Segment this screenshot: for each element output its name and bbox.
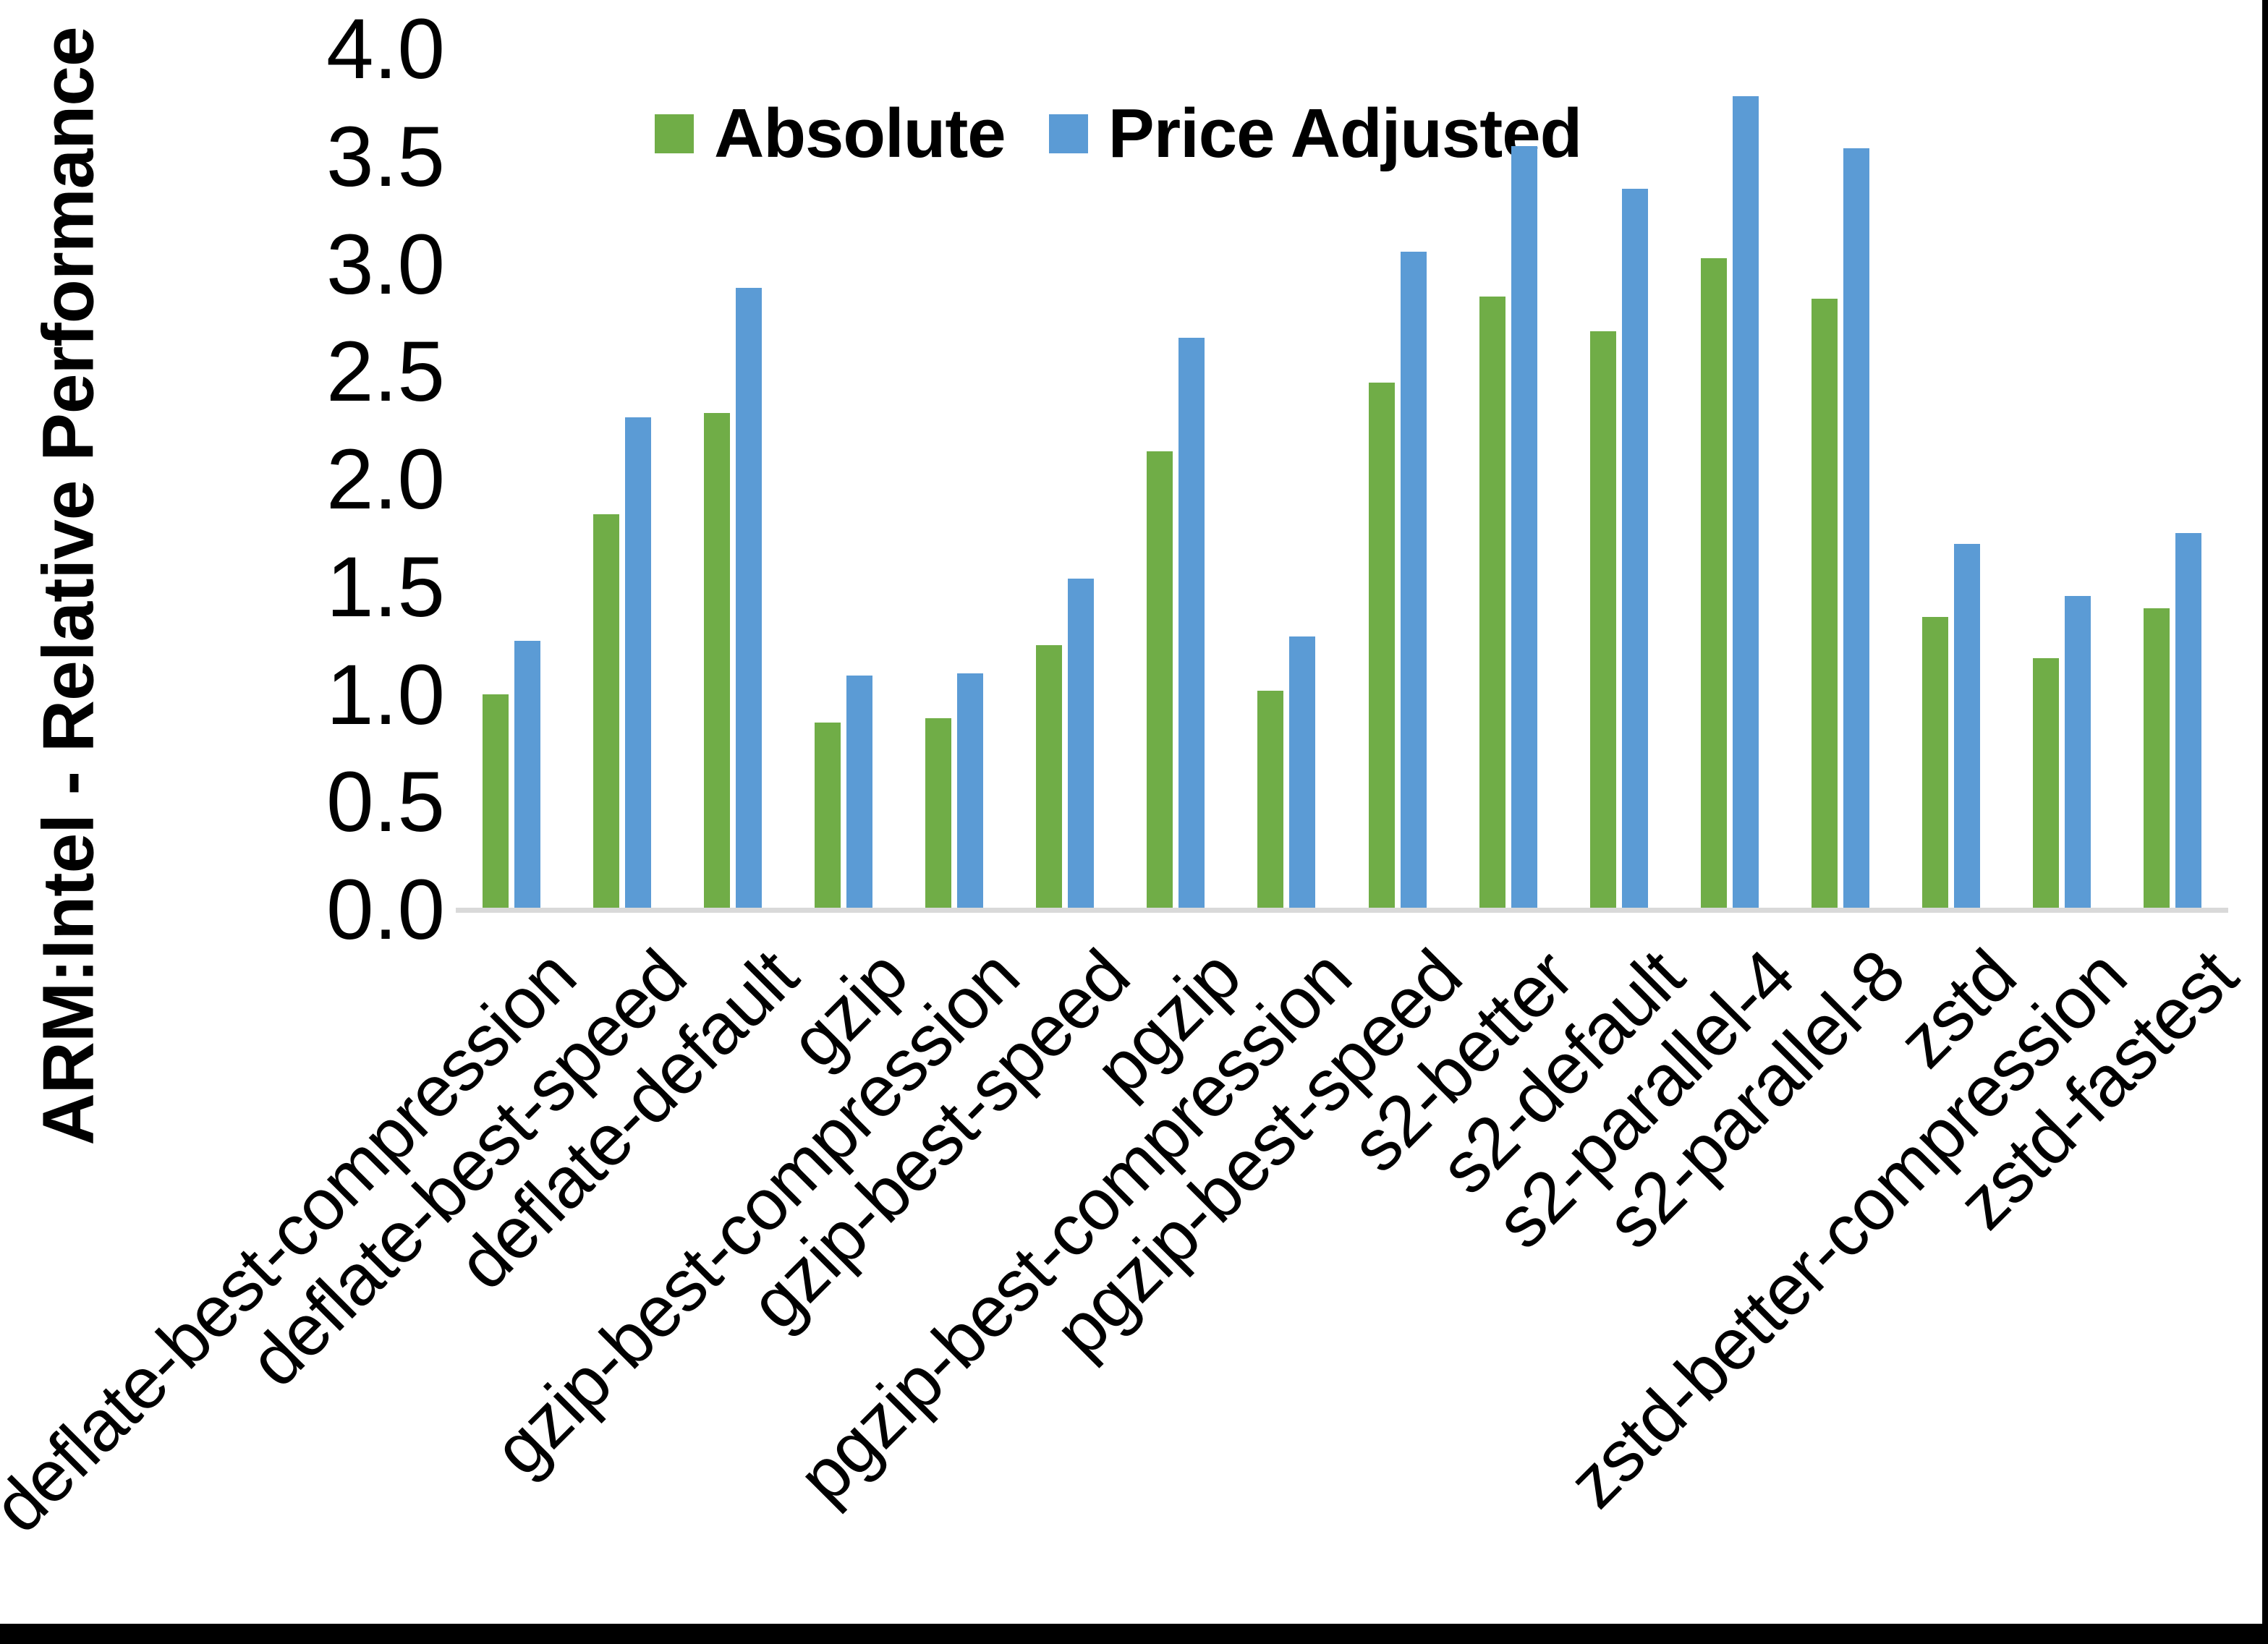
y-tick-label-4.0: 4.0 [326,1,445,97]
bar-absolute-zstd-fastest [2144,608,2170,910]
bar-price-adjusted-pgzip-best-speed [1401,252,1427,910]
bar-absolute-s2-better [1479,297,1505,910]
window-border-right [2262,0,2268,1644]
bar-price-adjusted-zstd [1954,544,1980,910]
y-tick-label-2.0: 2.0 [326,432,445,527]
bar-absolute-pgzip-best-compression [1257,691,1283,910]
bar-price-adjusted-deflate-best-compression [514,641,540,910]
y-axis-title: ARM:Intel - Relative Performance [27,26,109,1146]
bar-absolute-deflate-default [704,413,730,910]
x-axis-line [456,908,2228,913]
bar-price-adjusted-gzip-best-compression [957,673,983,910]
legend: Absolute Price Adjusted [655,94,1583,174]
legend-swatch-absolute-icon [655,114,694,153]
bar-price-adjusted-deflate-default [736,288,762,910]
bar-price-adjusted-zstd-better-compression [2065,596,2091,910]
legend-swatch-price-adjusted-icon [1048,114,1088,153]
bar-price-adjusted-gzip-best-speed [1068,579,1094,910]
bar-price-adjusted-zstd-fastest [2175,533,2201,910]
bar-absolute-zstd-better-compression [2033,658,2059,910]
bar-absolute-s2-default [1590,331,1616,910]
y-tick-label-0.5: 0.5 [326,754,445,851]
bar-absolute-pgzip-best-speed [1369,383,1395,910]
bar-absolute-gzip-best-compression [925,718,951,910]
y-tick-label-2.5: 2.5 [326,324,445,420]
bar-price-adjusted-s2-parallel-4 [1733,96,1759,910]
bar-price-adjusted-pgzip [1178,338,1205,910]
bar-price-adjusted-s2-parallel-8 [1843,148,1869,910]
bar-price-adjusted-pgzip-best-compression [1289,636,1315,910]
bar-price-adjusted-s2-default [1622,189,1648,910]
legend-entry-price-adjusted: Price Adjusted [1048,94,1583,174]
legend-label-price-adjusted: Price Adjusted [1108,95,1583,172]
bar-absolute-deflate-best-speed [593,514,619,910]
bar-absolute-deflate-best-compression [483,694,509,910]
window-border-bottom [0,1624,2268,1644]
bar-absolute-s2-parallel-8 [1812,299,1838,910]
bar-price-adjusted-gzip [846,676,872,910]
y-tick-label-3.5: 3.5 [326,108,445,205]
y-tick-label-1.5: 1.5 [326,539,445,635]
bar-absolute-zstd [1922,617,1948,910]
y-tick-label-0.0: 0.0 [326,862,445,958]
y-tick-label-3.0: 3.0 [326,216,445,312]
y-tick-label-1.0: 1.0 [326,647,445,743]
legend-entry-absolute: Absolute [655,94,1006,174]
bar-absolute-s2-parallel-4 [1701,258,1727,910]
bar-price-adjusted-s2-better [1511,146,1537,910]
legend-label-absolute: Absolute [714,95,1006,172]
bar-absolute-gzip-best-speed [1036,645,1062,910]
bar-absolute-gzip [815,723,841,910]
bar-absolute-pgzip [1147,451,1173,910]
bar-price-adjusted-deflate-best-speed [625,417,651,910]
y-axis-title-container: ARM:Intel - Relative Performance [14,0,123,1172]
